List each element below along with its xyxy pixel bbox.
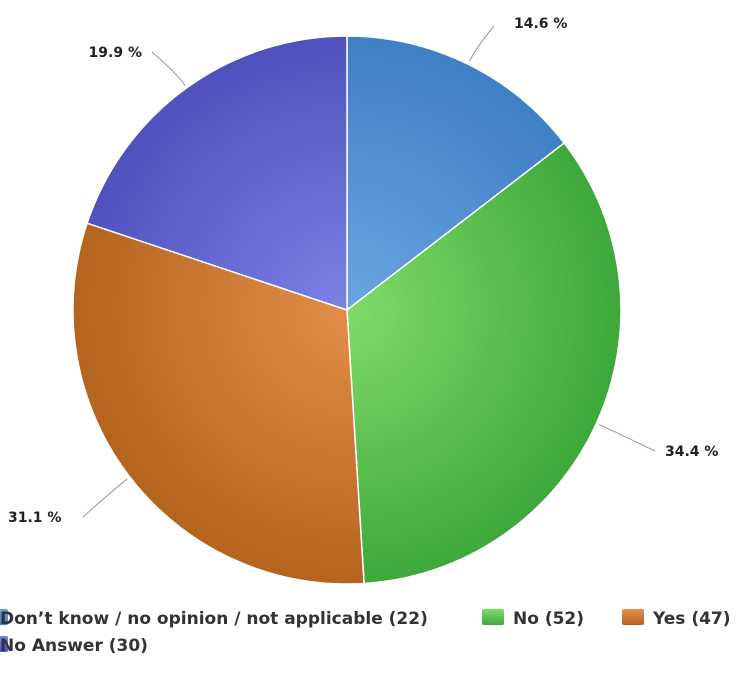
pie-slice-don-t-know-no-opinion-not-applicable[interactable] — [346, 35, 566, 312]
legend-swatch-no[interactable] — [482, 609, 504, 625]
legend: Don’t know / no opinion / not applicable… — [0, 609, 731, 656]
leader-line-no — [598, 424, 656, 452]
pie-slice-no[interactable] — [346, 141, 622, 585]
data-label-yes: 31.1 % — [8, 510, 61, 526]
legend-swatch-no-answer[interactable] — [0, 636, 8, 652]
data-labels: 14.6 % 34.4 % 31.1 % 19.9 % — [8, 16, 718, 526]
data-label-no-answer: 19.9 % — [89, 45, 142, 61]
legend-swatch-yes[interactable] — [622, 609, 644, 625]
legend-item-no[interactable]: No (52) — [513, 609, 584, 629]
pie-slice-yes[interactable] — [72, 222, 365, 585]
leader-line-yes — [82, 478, 128, 518]
pie-slices — [72, 35, 622, 585]
legend-item-no-answer[interactable]: No Answer (30) — [0, 636, 148, 656]
leader-line-no-answer — [151, 51, 186, 86]
legend-item-don-t-know-no-opinion-not-applicable[interactable]: Don’t know / no opinion / not applicable… — [0, 609, 428, 629]
data-label-don-t-know-no-opinion-not-applicable: 14.6 % — [514, 16, 567, 32]
pie-slice-no-answer[interactable] — [86, 35, 348, 312]
legend-swatch-don-t-know-no-opinion-not-applicable[interactable] — [0, 609, 8, 625]
data-label-no: 34.4 % — [665, 444, 718, 460]
legend-item-yes[interactable]: Yes (47) — [652, 609, 731, 629]
leader-line-don-t-know-no-opinion-not-applicable — [468, 25, 495, 62]
leader-lines — [82, 25, 656, 518]
